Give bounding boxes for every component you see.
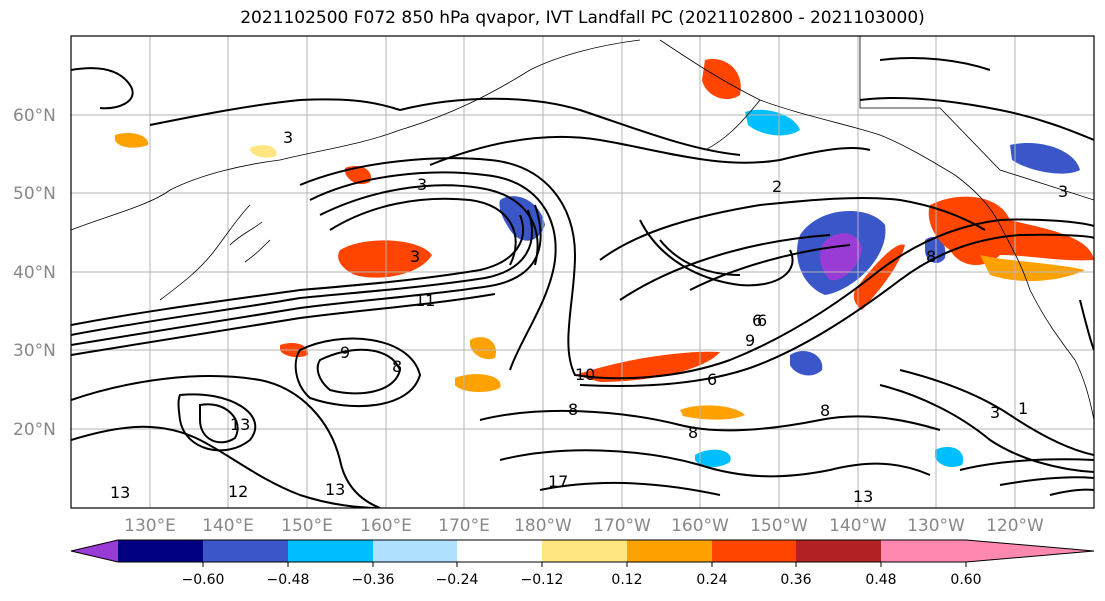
contour-label: 6 bbox=[752, 311, 762, 330]
positive-anomaly-patch bbox=[115, 133, 149, 148]
colorbar-tick-label: −0.12 bbox=[521, 572, 564, 588]
colorbar-swatch bbox=[118, 540, 203, 562]
colorbar-swatch bbox=[457, 540, 542, 562]
contour-label: 11 bbox=[415, 291, 435, 310]
lon-label: 140°E bbox=[202, 516, 254, 536]
colorbar-tick-label: 0.60 bbox=[950, 572, 981, 588]
contour-label: 8 bbox=[820, 401, 830, 420]
contour-label: 8 bbox=[568, 400, 578, 419]
negative-anomaly-patch bbox=[820, 233, 862, 281]
contour-label: 8 bbox=[392, 357, 402, 376]
contour-label: 9 bbox=[745, 331, 755, 350]
contour-label: 13 bbox=[110, 483, 130, 502]
contour-label: 6 bbox=[707, 370, 717, 389]
contour-label: 13 bbox=[230, 415, 250, 434]
colorbar-extend-max bbox=[881, 540, 1094, 562]
positive-anomaly-patch bbox=[345, 165, 371, 185]
positive-anomaly-patch bbox=[470, 337, 496, 360]
contour-label: 3 bbox=[410, 247, 420, 266]
colorbar-swatch bbox=[542, 540, 627, 562]
lon-label: 140°W bbox=[829, 516, 887, 536]
lon-label: 150°E bbox=[281, 516, 333, 536]
colorbar-tick-label: −0.24 bbox=[436, 572, 479, 588]
lon-label: 170°E bbox=[438, 516, 490, 536]
positive-anomaly-patch bbox=[575, 351, 720, 382]
map-title: 2021102500 F072 850 hPa qvapor, IVT Land… bbox=[240, 8, 925, 28]
positive-anomaly-patch bbox=[250, 145, 277, 158]
lon-label: 160°E bbox=[360, 516, 412, 536]
colorbar-extend-min bbox=[71, 540, 118, 562]
colorbar: −0.60 −0.48 −0.36 −0.24 −0.12 0.12 0.24 … bbox=[70, 539, 1095, 588]
negative-anomaly-patch bbox=[790, 350, 823, 376]
contour-label: 13 bbox=[325, 480, 345, 499]
colorbar-swatch bbox=[373, 540, 457, 562]
positive-anomaly-patch bbox=[455, 374, 501, 392]
coastlines bbox=[71, 36, 1094, 421]
positive-anomaly-patch bbox=[928, 196, 1094, 266]
lon-label: 120°W bbox=[986, 516, 1044, 536]
positive-anomaly-patch bbox=[980, 255, 1085, 282]
contour-label: 6 bbox=[757, 311, 767, 330]
lat-label: 40°N bbox=[13, 263, 56, 283]
latitude-axis: 60°N 50°N 40°N 30°N 20°N bbox=[13, 106, 56, 440]
lon-label: 180°W bbox=[514, 516, 572, 536]
colorbar-swatch bbox=[627, 540, 712, 562]
colorbar-tick-label: −0.36 bbox=[352, 572, 395, 588]
lon-label: 130°E bbox=[124, 516, 176, 536]
lon-label: 160°W bbox=[671, 516, 729, 536]
colorbar-swatch bbox=[288, 540, 373, 562]
contour-label: 13 bbox=[853, 487, 873, 506]
colorbar-tick-label: −0.48 bbox=[267, 572, 310, 588]
colorbar-tick-label: 0.24 bbox=[696, 572, 727, 588]
longitude-axis: 130°E 140°E 150°E 160°E 170°E 180°W 170°… bbox=[124, 516, 1044, 536]
contour-label: 8 bbox=[688, 423, 698, 442]
lat-label: 30°N bbox=[13, 341, 56, 361]
positive-anomaly-patch bbox=[338, 240, 432, 278]
lon-label: 170°W bbox=[593, 516, 651, 536]
contour-label: 8 bbox=[926, 247, 936, 266]
lat-label: 60°N bbox=[13, 106, 56, 126]
colorbar-outline bbox=[70, 539, 1095, 563]
positive-anomaly-patch bbox=[680, 405, 745, 420]
contour-label: 2 bbox=[772, 177, 782, 196]
map-frame bbox=[70, 35, 1095, 509]
colorbar-swatch bbox=[203, 540, 288, 562]
colorbar-swatch bbox=[712, 540, 796, 562]
contour-labels: 3 3 3 2 3 13 9 8 8 8 10 11 6 6 9 8 13 13… bbox=[110, 128, 1068, 506]
contour-label: 10 bbox=[575, 365, 595, 384]
contour-label: 3 bbox=[990, 403, 1000, 422]
contour-label: 3 bbox=[283, 128, 293, 147]
contour-label: 17 bbox=[548, 472, 568, 491]
lat-label: 20°N bbox=[13, 420, 56, 440]
colorbar-tick-label: 0.36 bbox=[780, 572, 811, 588]
colorbar-tick-label: −0.60 bbox=[182, 572, 225, 588]
contour-label: 3 bbox=[417, 175, 427, 194]
lon-label: 130°W bbox=[907, 516, 965, 536]
negative-anomaly-patch bbox=[695, 449, 731, 468]
negative-anomaly-patch bbox=[1010, 142, 1080, 174]
contour-label: 3 bbox=[1058, 182, 1068, 201]
map-gridlines bbox=[71, 36, 1094, 508]
qvapor-shading bbox=[115, 59, 1094, 468]
negative-anomaly-patch bbox=[935, 446, 964, 468]
negative-anomaly-patch bbox=[745, 109, 800, 136]
lon-label: 150°W bbox=[750, 516, 808, 536]
colorbar-swatch bbox=[796, 540, 881, 562]
contour-label: 12 bbox=[228, 482, 248, 501]
colorbar-tick-label: 0.12 bbox=[611, 572, 642, 588]
contour-label: 9 bbox=[340, 343, 350, 362]
colorbar-tick-label: 0.48 bbox=[865, 572, 896, 588]
ivt-contours bbox=[71, 57, 1094, 508]
lat-label: 50°N bbox=[13, 184, 56, 204]
contour-label: 1 bbox=[1018, 399, 1028, 418]
